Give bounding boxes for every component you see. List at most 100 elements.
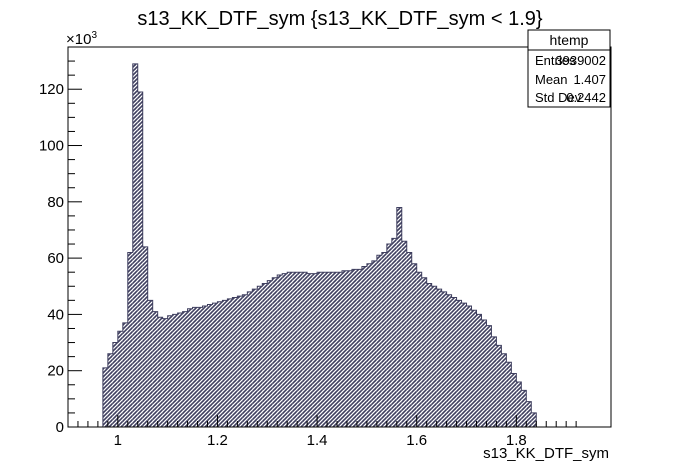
- y-tick-label: 120: [39, 81, 64, 98]
- x-tick-label: 1: [114, 432, 122, 449]
- histogram-bin: [491, 336, 497, 427]
- histogram-bin: [242, 294, 248, 427]
- histogram-bin: [117, 331, 123, 427]
- histogram-bin: [287, 272, 293, 427]
- histogram-bin: [262, 283, 268, 427]
- histogram-bin: [122, 322, 128, 427]
- histogram-bin: [332, 272, 338, 427]
- y-axis: 0 20 40 60 80 100 120: [39, 46, 82, 436]
- histogram-bin: [212, 303, 218, 427]
- histogram-bin: [501, 353, 507, 427]
- y-exponent-power: 3: [91, 30, 97, 41]
- histogram-bin: [237, 296, 243, 427]
- histogram-bars: [97, 63, 542, 428]
- histogram-bin: [222, 300, 228, 427]
- histogram-bin: [366, 263, 372, 427]
- histogram-bin: [322, 272, 328, 427]
- histogram-bin: [521, 390, 527, 427]
- histogram-bin: [277, 275, 283, 427]
- histogram-bin: [341, 270, 347, 427]
- histogram-bin: [441, 291, 447, 427]
- histogram-bin: [526, 401, 532, 427]
- y-tick-label: 60: [47, 250, 64, 267]
- histogram-bin: [162, 318, 168, 427]
- histogram-outline: [97, 63, 542, 428]
- histogram-bin: [401, 241, 407, 427]
- histogram-bin: [396, 207, 402, 427]
- histogram-bin: [127, 252, 133, 427]
- x-tick-label: 1.2: [207, 432, 228, 449]
- histogram-bin: [232, 297, 238, 427]
- histogram-bin: [531, 412, 537, 427]
- histogram-bin: [202, 305, 208, 427]
- histogram-bin: [182, 311, 188, 427]
- histogram-bin: [297, 272, 303, 427]
- histogram-bin: [431, 286, 437, 427]
- histogram-bin: [476, 314, 482, 427]
- histogram-bin: [337, 272, 342, 427]
- histogram-bin: [346, 270, 352, 427]
- stats-stddev-value: 0.2442: [566, 90, 606, 105]
- histogram-bin: [516, 381, 522, 427]
- histogram-bin: [307, 273, 313, 427]
- histogram-bin: [371, 260, 377, 427]
- histogram-bin: [187, 308, 193, 427]
- x-axis: 1 1.2 1.4 1.6 1.8: [77, 415, 577, 449]
- x-tick-label: 1.6: [406, 432, 427, 449]
- histogram-bin: [446, 294, 452, 427]
- histogram-bin: [197, 307, 203, 427]
- histogram-bin: [506, 362, 512, 427]
- histogram-bin: [456, 300, 462, 427]
- histogram-bin: [351, 269, 357, 427]
- histogram-bin: [416, 272, 422, 427]
- histogram-bin: [267, 280, 273, 427]
- y-tick-label: 100: [39, 138, 64, 155]
- histogram-bin: [411, 263, 417, 427]
- histogram-bin: [137, 92, 143, 427]
- histogram-bin: [272, 277, 278, 427]
- histogram-bin: [192, 307, 198, 427]
- histogram-bin: [376, 255, 382, 427]
- histogram-bin: [142, 246, 148, 427]
- histogram-bin: [132, 63, 138, 427]
- histogram-bin: [381, 252, 387, 427]
- histogram-bin: [466, 305, 472, 427]
- y-tick-label: 20: [47, 363, 64, 380]
- stats-entries-label: Entries: [535, 53, 576, 68]
- x-tick-label: 1.8: [506, 432, 527, 449]
- histogram-bin: [361, 266, 367, 427]
- histogram-bin: [386, 244, 392, 427]
- histogram-bin: [426, 283, 432, 427]
- histogram-bin: [461, 303, 467, 427]
- stats-box: htemp Entries 3939002 Mean 1.407 Std Dev…: [527, 29, 611, 108]
- x-tick-label: 1.4: [307, 432, 328, 449]
- histogram-bin: [217, 301, 223, 427]
- histogram-bin: [312, 273, 318, 427]
- histogram-bin: [257, 286, 263, 427]
- histogram-bin: [102, 367, 108, 427]
- histogram-bin: [292, 272, 298, 427]
- histogram-bin: [167, 315, 173, 427]
- histogram-bin: [471, 310, 477, 427]
- histogram-bin: [152, 311, 158, 427]
- stats-stddev-label: Std Dev: [535, 90, 582, 105]
- stats-entries-value: 3939002: [555, 53, 606, 68]
- histogram-bin: [317, 272, 323, 427]
- histogram-bin: [107, 353, 113, 427]
- histogram-bin: [436, 289, 442, 427]
- histogram-bin: [207, 304, 213, 427]
- histogram-bin: [481, 320, 487, 427]
- y-exponent-label: ×103: [66, 30, 97, 48]
- histogram-bin: [112, 342, 118, 427]
- histogram-bin: [451, 297, 457, 427]
- y-tick-label: 80: [47, 194, 64, 211]
- histogram-bin: [511, 373, 517, 427]
- histogram-bin: [496, 345, 502, 427]
- histogram-bin: [252, 289, 258, 427]
- histogram-bin: [421, 277, 427, 427]
- stats-title: htemp: [550, 32, 589, 48]
- histogram-bin: [356, 269, 362, 427]
- x-axis-title: s13_KK_DTF_sym: [483, 445, 609, 462]
- histogram-bin: [172, 314, 178, 427]
